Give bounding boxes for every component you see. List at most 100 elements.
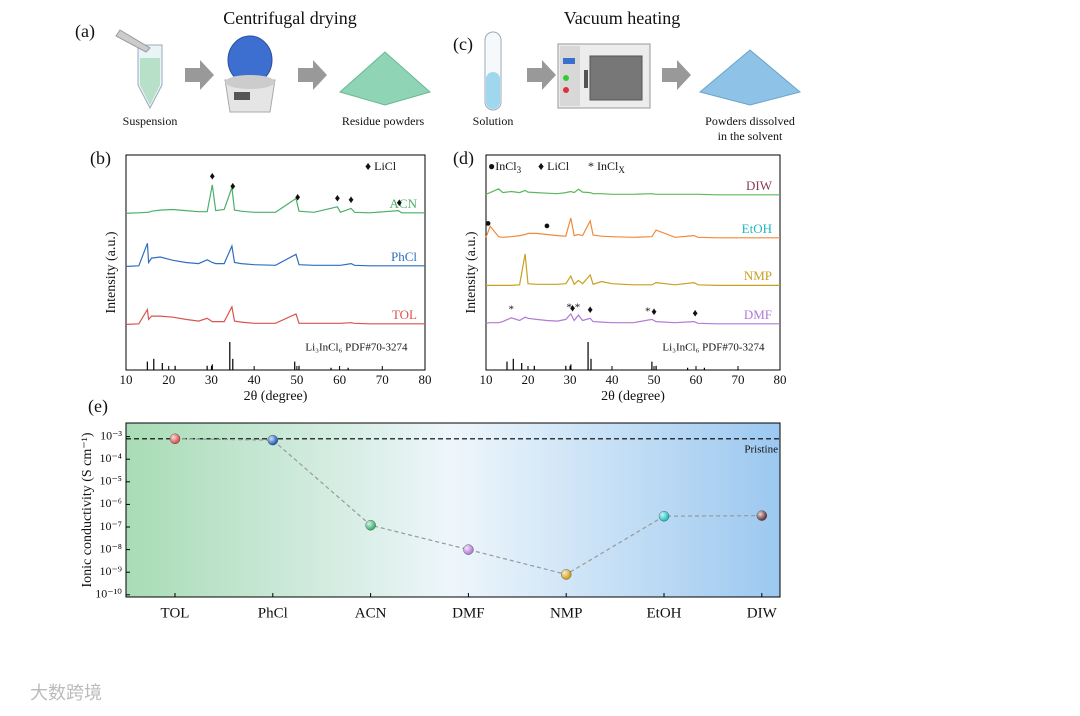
x-tick-label: NMP <box>550 605 583 621</box>
x-tick-label: 40 <box>248 372 261 387</box>
x-axis-label: 2θ (degree) <box>244 389 308 404</box>
legend-text: LiCl <box>374 159 397 173</box>
peak-marker: * <box>566 301 572 313</box>
panel-label: (b) <box>90 148 111 169</box>
point-shine <box>659 511 669 522</box>
series-label: EtOH <box>742 221 772 236</box>
y-tick-label: 10⁻³ <box>100 428 122 442</box>
x-tick-label: 50 <box>290 372 303 387</box>
tube-icon <box>115 29 163 110</box>
y-tick-label: 10⁻⁶ <box>99 496 122 510</box>
legend-entry: ♦ LiCl <box>538 159 570 173</box>
point-shine <box>561 569 572 580</box>
peak-marker: ♦ <box>230 181 236 193</box>
legend-symbol: ♦ <box>538 159 544 173</box>
y-tick-label: 10⁻⁴ <box>99 451 122 465</box>
xrd-curve <box>485 312 780 325</box>
panel-label: (c) <box>453 34 473 55</box>
arrow <box>527 60 556 90</box>
arrow <box>298 60 327 90</box>
x-tick-label: 40 <box>606 372 619 387</box>
point-shine <box>267 435 278 446</box>
legend-symbol: ♦ <box>365 159 371 173</box>
reference-label: Pristine <box>744 443 778 455</box>
series-label: DMF <box>744 307 772 322</box>
x-tick-label: TOL <box>161 605 190 621</box>
series-label: ACN <box>390 196 418 211</box>
panel-label: (d) <box>453 148 474 169</box>
legend-sub: 3 <box>517 165 522 175</box>
peak-marker: ♦ <box>570 303 576 315</box>
peak-marker: ♦ <box>587 304 593 316</box>
peak-marker: ♦ <box>397 197 403 209</box>
x-tick-label: DMF <box>452 605 485 621</box>
series-label: NMP <box>744 268 772 283</box>
legend-symbol: ● <box>488 159 495 173</box>
peak-marker: ● <box>485 217 492 229</box>
legend-entry: * InClX <box>588 159 625 175</box>
x-tick-label: 60 <box>690 372 703 387</box>
y-tick-label: 10⁻⁸ <box>99 541 122 555</box>
reference-label: Li₃InCl₆ PDF#70-3274 <box>305 342 408 354</box>
powder-icon <box>338 51 432 106</box>
x-tick-label: EtOH <box>647 605 682 621</box>
arrow <box>185 60 214 90</box>
peak-marker: * <box>508 303 514 315</box>
step-label: in the solvent <box>718 129 783 143</box>
step-label: Residue powders <box>342 114 425 128</box>
x-tick-label: 10 <box>120 372 133 387</box>
peak-marker: * <box>575 302 581 314</box>
plot-frame <box>125 154 426 371</box>
x-tick-label: 10 <box>480 372 493 387</box>
step-label: Suspension <box>123 114 178 128</box>
step-label: Solution <box>473 114 514 128</box>
x-axis-label: 2θ (degree) <box>601 389 665 404</box>
x-tick-label: PhCl <box>258 605 288 621</box>
panel-title: Vacuum heating <box>564 8 680 28</box>
panel-label: (e) <box>88 396 108 417</box>
peak-marker: ● <box>544 220 551 232</box>
series-label: DIW <box>746 178 773 193</box>
peak-marker: ♦ <box>295 191 301 203</box>
arrow <box>662 60 691 90</box>
y-tick-label: 10⁻⁷ <box>99 519 122 533</box>
xrd-curve <box>486 253 780 286</box>
peak-marker: ♦ <box>209 170 215 182</box>
x-tick-label: 70 <box>376 372 389 387</box>
panel-label: (a) <box>75 21 95 42</box>
series-label: PhCl <box>391 249 417 264</box>
x-tick-label: 70 <box>732 372 745 387</box>
peak-marker: ♦ <box>692 308 698 320</box>
step-label: Powders dissolved <box>705 114 795 128</box>
x-tick-label: 50 <box>648 372 661 387</box>
x-tick-label: ACN <box>355 605 387 621</box>
x-tick-label: 80 <box>774 372 787 387</box>
x-tick-label: 30 <box>564 372 577 387</box>
point-shine <box>365 520 376 531</box>
centrifuge-icon <box>224 35 276 113</box>
x-tick-label: 80 <box>419 372 432 387</box>
watermark: 大数跨境 <box>30 683 102 704</box>
legend-symbol: * <box>588 159 594 173</box>
peak-marker: ♦ <box>348 194 354 206</box>
legend-entry: ●InCl3 <box>488 159 522 175</box>
peak-marker: * <box>645 306 651 318</box>
powder-icon <box>698 49 802 106</box>
y-tick-label: 10⁻¹⁰ <box>95 587 122 601</box>
panel-title: Centrifugal drying <box>223 8 356 28</box>
xrd-curve <box>125 304 425 325</box>
xrd-curve <box>125 184 425 214</box>
xrd-curve <box>485 188 780 196</box>
y-axis-label: Intensity (a.u.) <box>464 231 479 313</box>
peak-marker: ♦ <box>651 306 657 318</box>
oven-icon <box>557 43 651 109</box>
test-tube-icon <box>484 31 502 111</box>
plot-background <box>125 422 781 598</box>
y-axis-label: Intensity (a.u.) <box>104 231 119 313</box>
legend-text: LiCl <box>547 159 570 173</box>
y-tick-label: 10⁻⁵ <box>99 474 122 488</box>
peak-marker: ♦ <box>335 192 341 204</box>
x-tick-label: 60 <box>333 372 346 387</box>
point-shine <box>170 433 180 444</box>
